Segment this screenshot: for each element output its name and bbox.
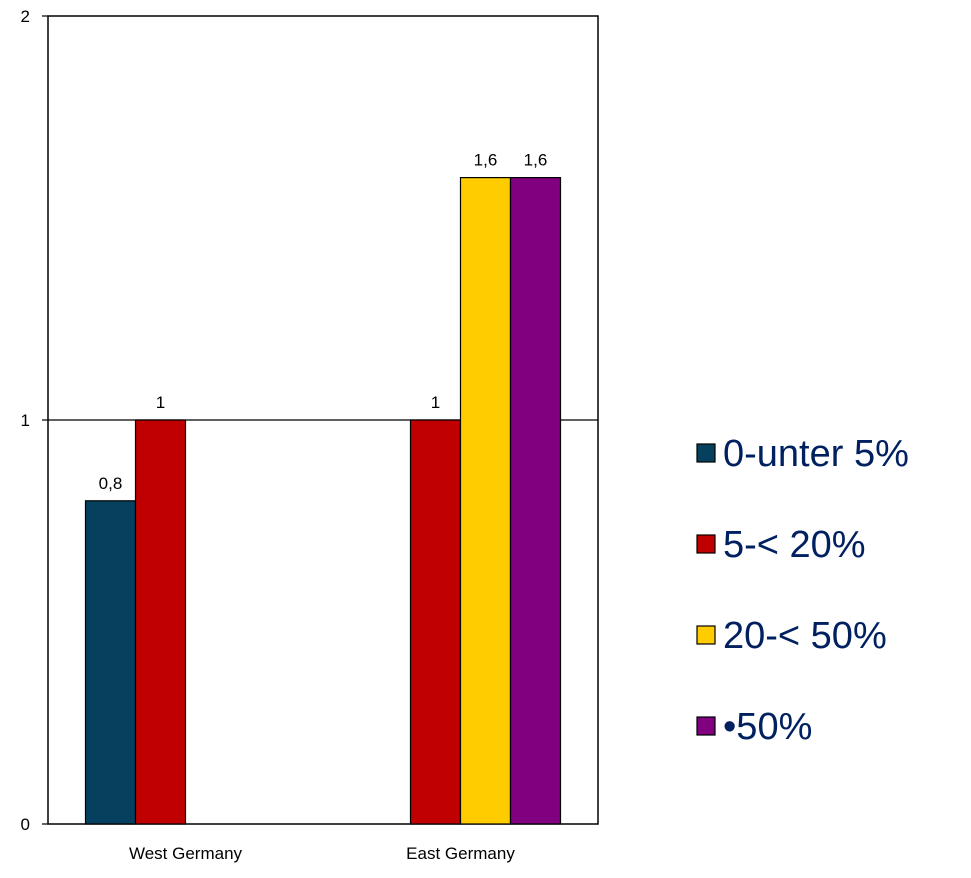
x-tick-label: East Germany (406, 844, 515, 863)
data-label: 1,6 (474, 151, 498, 170)
bar (84, 500, 137, 825)
data-labels: 0,8 1 1 1,6 1,6 (99, 151, 548, 493)
y-tick-label: 0 (21, 815, 30, 834)
legend-swatch (696, 443, 716, 463)
legend-label: •50% (723, 706, 812, 748)
data-label: 1 (156, 393, 165, 412)
legend-swatch (696, 534, 716, 554)
bar (509, 177, 562, 825)
bar (409, 419, 462, 825)
y-tick-label: 1 (21, 411, 30, 430)
data-label: 1,6 (524, 151, 548, 170)
bars (84, 177, 562, 825)
legend-label: 0-unter 5% (723, 433, 909, 475)
data-label: 1 (431, 393, 440, 412)
x-axis-labels: West Germany East Germany (129, 844, 515, 863)
bar (459, 177, 512, 825)
legend-swatch (696, 716, 716, 736)
legend-swatch (696, 625, 716, 645)
legend-label: 20-< 50% (723, 615, 887, 657)
legend-label: 5-< 20% (723, 524, 866, 566)
legend: 0-unter 5% 5-< 20% 20-< 50% •50% (696, 433, 909, 748)
x-tick-label: West Germany (129, 844, 243, 863)
y-axis-ticks: 0 1 2 (21, 7, 48, 834)
bar (134, 419, 187, 825)
data-label: 0,8 (99, 474, 123, 493)
y-tick-label: 2 (21, 7, 30, 26)
